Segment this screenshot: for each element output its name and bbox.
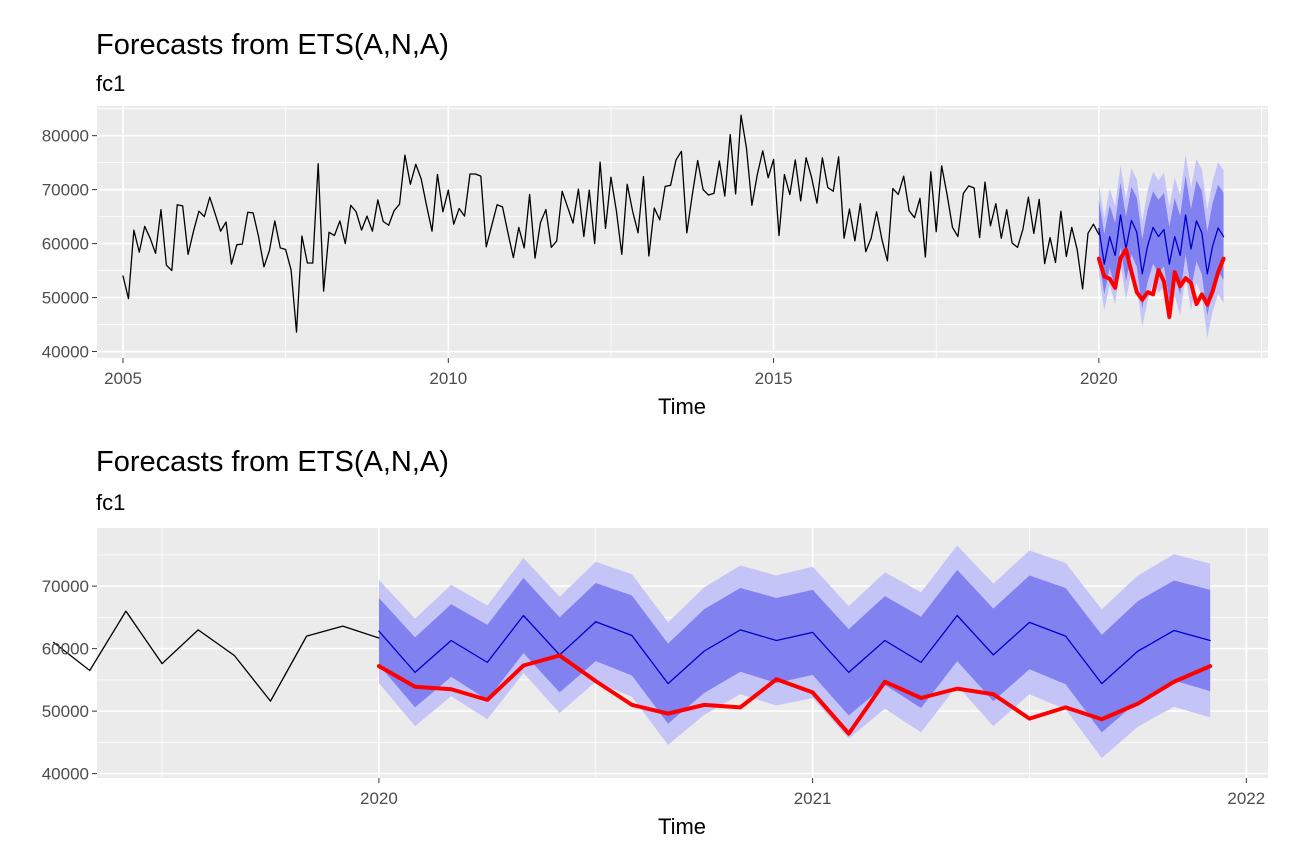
x-tick-label: 2022 — [1227, 789, 1265, 808]
forecast-series-line — [378, 614, 1211, 685]
chart-1-x-axis-title: Time — [658, 394, 706, 419]
chart-2-x-axis-title: Time — [658, 814, 706, 839]
y-tick-label: 50000 — [42, 702, 89, 721]
chart-2-x-axis: 2020 2021 2022 — [360, 778, 1265, 808]
chart-2-series — [52, 545, 1213, 758]
chart-2-y-axis: 40000 50000 60000 70000 — [42, 577, 97, 784]
chart-2: Forecasts from ETS(A,N,A) fc1 40000 50000… — [42, 446, 1268, 839]
prediction-interval-80-band — [378, 569, 1211, 733]
actual-series-line — [376, 653, 1213, 736]
x-tick-label: 2010 — [429, 369, 467, 388]
chart-1-x-axis: 2005 2010 2015 2020 — [104, 358, 1118, 388]
history-series-line — [52, 610, 380, 702]
y-tick-label: 70000 — [42, 577, 89, 596]
prediction-interval-80-band — [1098, 175, 1224, 316]
chart-2-subtitle: fc1 — [96, 490, 125, 515]
chart-1: Forecasts from ETS(A,N,A) fc1 40000 50000… — [42, 29, 1268, 419]
chart-1-series — [122, 114, 1226, 339]
history-series-line — [122, 114, 1100, 333]
chart-2-title: Forecasts from ETS(A,N,A) — [96, 446, 449, 478]
forecast-series-line — [1098, 214, 1225, 275]
x-tick-label: 2021 — [794, 789, 832, 808]
y-tick-label: 80000 — [42, 127, 89, 146]
chart-1-y-axis: 40000 50000 60000 70000 80000 — [42, 127, 97, 362]
y-tick-label: 60000 — [42, 235, 89, 254]
chart-1-title: Forecasts from ETS(A,N,A) — [96, 29, 449, 61]
y-tick-label: 40000 — [42, 765, 89, 784]
y-tick-label: 60000 — [42, 640, 89, 659]
actual-series-line — [1096, 247, 1226, 319]
y-tick-label: 50000 — [42, 289, 89, 308]
x-tick-label: 2015 — [755, 369, 793, 388]
chart-1-gridlines — [97, 106, 1268, 358]
x-tick-label: 2005 — [104, 369, 142, 388]
y-tick-label: 70000 — [42, 181, 89, 200]
x-tick-label: 2020 — [1080, 369, 1118, 388]
chart-1-subtitle: fc1 — [96, 71, 125, 96]
x-tick-label: 2020 — [360, 789, 398, 808]
y-tick-label: 40000 — [42, 343, 89, 362]
